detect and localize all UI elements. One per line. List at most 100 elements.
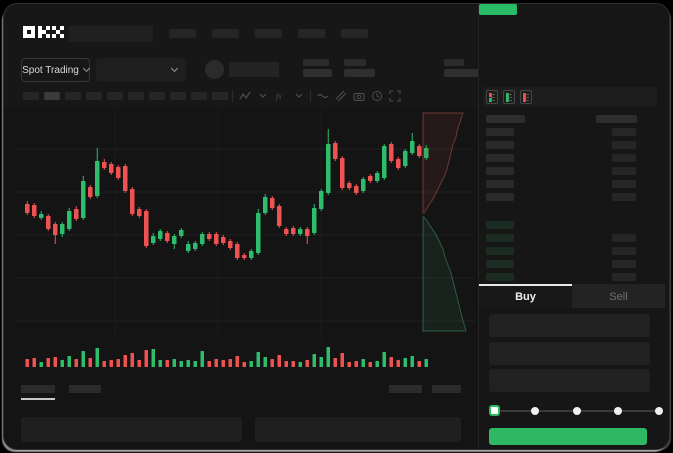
- interval-button-placeholder[interactable]: [44, 92, 60, 100]
- svg-text:fx: fx: [276, 92, 282, 101]
- last-price-highlight[interactable]: [479, 4, 517, 15]
- chevron-down-icon[interactable]: [292, 90, 305, 103]
- nav-item-placeholder[interactable]: [255, 29, 282, 38]
- interval-button-placeholder[interactable]: [212, 92, 228, 100]
- tab-sell[interactable]: Sell: [572, 284, 665, 308]
- bottom-tab-order-history[interactable]: [69, 385, 101, 393]
- bid-amount-placeholder[interactable]: [612, 234, 636, 242]
- orderbook-toolbar: [483, 87, 657, 107]
- orderbook-view-modes: [486, 90, 532, 104]
- interval-button-placeholder[interactable]: [128, 92, 144, 100]
- header-search-placeholder: [69, 26, 153, 42]
- ticker-stat-label-placeholder: [303, 59, 329, 66]
- nav-item-placeholder[interactable]: [298, 29, 325, 38]
- pair-icon-placeholder[interactable]: [205, 60, 224, 79]
- bottom-action-placeholder-2[interactable]: [432, 385, 461, 393]
- depth-chart: [422, 112, 467, 332]
- ruler-icon[interactable]: [334, 90, 347, 103]
- ask-price-placeholder[interactable]: [486, 154, 514, 162]
- fx-icon[interactable]: fx: [274, 90, 287, 103]
- interval-button-placeholder[interactable]: [23, 92, 39, 100]
- ticker-stat-value-placeholder: [303, 69, 332, 77]
- interval-button-placeholder[interactable]: [86, 92, 102, 100]
- amount-input-placeholder[interactable]: [489, 342, 650, 365]
- pair-name-placeholder: [229, 62, 279, 77]
- bottom-tab-open-orders[interactable]: [21, 385, 55, 393]
- trade-panel: Buy Sell: [478, 4, 669, 449]
- slider-stop-0[interactable]: [489, 405, 500, 416]
- fullscreen-icon[interactable]: [388, 90, 401, 103]
- amount-slider[interactable]: [489, 405, 663, 416]
- slider-stop-2[interactable]: [572, 407, 581, 415]
- tab-buy-label: Buy: [515, 291, 536, 303]
- chart-tool-icons: fx: [232, 88, 401, 104]
- tab-buy[interactable]: Buy: [479, 284, 572, 308]
- total-input-placeholder[interactable]: [489, 369, 650, 392]
- bid-price-placeholder[interactable]: [486, 221, 514, 229]
- bid-price-placeholder[interactable]: [486, 247, 514, 255]
- line-style-icon[interactable]: [316, 90, 329, 103]
- ask-amount-placeholder[interactable]: [612, 128, 636, 136]
- book-all-icon[interactable]: [486, 90, 498, 104]
- ticker-stat-label-placeholder: [444, 59, 464, 66]
- ask-price-placeholder[interactable]: [486, 193, 514, 201]
- slider-stop-4[interactable]: [655, 407, 663, 415]
- okx-logo[interactable]: [23, 25, 67, 41]
- slider-stop-3[interactable]: [613, 407, 622, 415]
- orders-row-placeholder-2: [255, 417, 461, 442]
- clock-icon[interactable]: [370, 90, 383, 103]
- interval-button-placeholder[interactable]: [65, 92, 81, 100]
- interval-button-placeholder[interactable]: [191, 92, 207, 100]
- interval-button-placeholder[interactable]: [107, 92, 123, 100]
- slider-stop-1[interactable]: [531, 407, 540, 415]
- nav-item-placeholder[interactable]: [212, 29, 239, 38]
- confirm-buy-button[interactable]: [489, 428, 647, 445]
- tab-sell-label: Sell: [609, 291, 628, 303]
- interval-button-placeholder[interactable]: [170, 92, 186, 100]
- order-side-tabs: Buy Sell: [479, 284, 665, 308]
- volume-canvas: [25, 347, 428, 367]
- bid-price-placeholder[interactable]: [486, 273, 514, 281]
- divider: [232, 90, 233, 102]
- book-bids-icon[interactable]: [503, 90, 515, 104]
- bid-amount-placeholder[interactable]: [612, 260, 636, 268]
- ticker-stat-label-placeholder: [344, 59, 366, 66]
- orderbook: [479, 4, 669, 284]
- ticker-stat-value-placeholder: [344, 69, 375, 77]
- chart-canvas[interactable]: [15, 111, 475, 341]
- nav-item-placeholder[interactable]: [341, 29, 368, 38]
- ask-amount-placeholder[interactable]: [612, 141, 636, 149]
- bid-price-placeholder[interactable]: [486, 260, 514, 268]
- header-nav-placeholders: [169, 29, 368, 38]
- bid-amount-placeholder[interactable]: [612, 273, 636, 281]
- okx-logo-glyph: [23, 26, 64, 38]
- ask-amount-placeholder[interactable]: [612, 154, 636, 162]
- ask-price-placeholder[interactable]: [486, 141, 514, 149]
- chart-region: [4, 108, 478, 449]
- ticker-stat-value-placeholder: [444, 69, 480, 77]
- ask-amount-placeholder[interactable]: [612, 167, 636, 175]
- chevron-down-icon: [82, 64, 90, 73]
- ask-amount-placeholder[interactable]: [612, 193, 636, 201]
- app-window: Spot Trading fx: [3, 3, 670, 450]
- chevron-down-icon: [170, 64, 179, 73]
- nav-item-placeholder[interactable]: [169, 29, 196, 38]
- bid-amount-placeholder[interactable]: [612, 247, 636, 255]
- bottom-action-placeholder-1[interactable]: [389, 385, 422, 393]
- camera-icon[interactable]: [352, 90, 365, 103]
- indicators-icon[interactable]: [238, 90, 251, 103]
- pair-selector-dropdown[interactable]: [96, 58, 186, 82]
- orderbook-header-price: [486, 115, 525, 123]
- ask-amount-placeholder[interactable]: [612, 180, 636, 188]
- bid-price-placeholder[interactable]: [486, 234, 514, 242]
- market-type-selector[interactable]: Spot Trading: [21, 58, 90, 82]
- ask-price-placeholder[interactable]: [486, 167, 514, 175]
- price-input-placeholder[interactable]: [489, 314, 650, 337]
- ask-price-placeholder[interactable]: [486, 180, 514, 188]
- interval-button-placeholder[interactable]: [149, 92, 165, 100]
- book-asks-icon[interactable]: [520, 90, 532, 104]
- interval-buttons: [23, 92, 228, 100]
- chevron-down-icon[interactable]: [256, 90, 269, 103]
- ask-price-placeholder[interactable]: [486, 128, 514, 136]
